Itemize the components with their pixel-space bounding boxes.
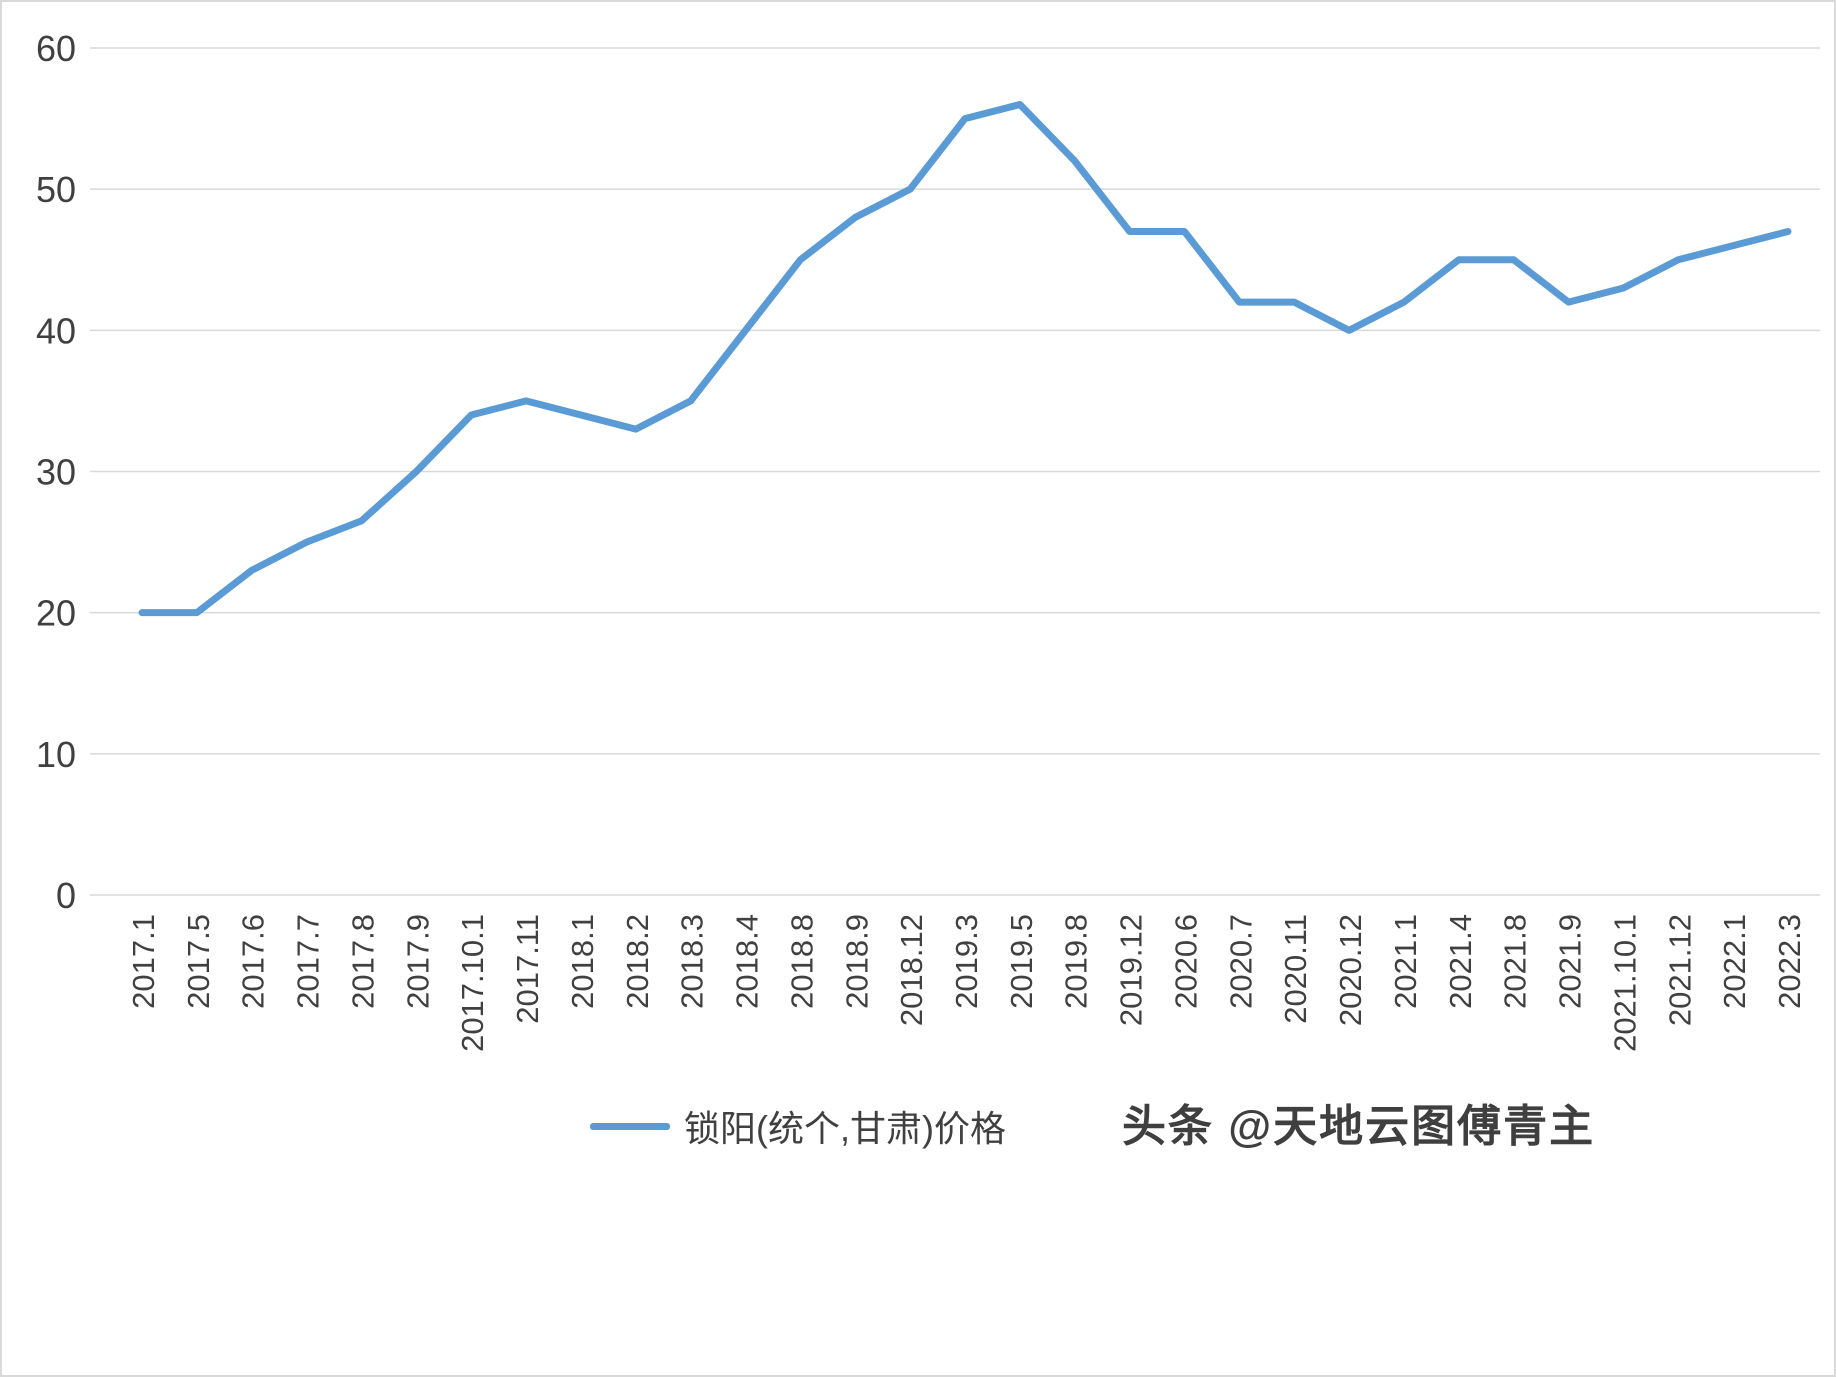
x-tick-label: 2018.8: [784, 914, 819, 1009]
x-tick-label: 2017.10.1: [455, 914, 490, 1052]
x-tick-label: 2019.5: [1004, 914, 1039, 1009]
y-tick-label: 40: [36, 310, 76, 351]
x-tick-label: 2018.9: [839, 914, 874, 1009]
x-tick-label: 2018.1: [565, 914, 600, 1009]
y-tick-label: 60: [36, 28, 76, 69]
x-tick-label: 2017.7: [291, 914, 326, 1009]
x-tick-label: 2017.11: [510, 914, 545, 1024]
x-tick-label: 2021.8: [1498, 914, 1533, 1009]
x-axis-labels: 2017.1 2017.5 2017.6 2017.7 2017.8 2017.9 2017…: [126, 914, 1807, 1052]
y-axis-labels: 0 10 20 30 40 50 60: [36, 28, 76, 916]
x-tick-label: 2021.12: [1662, 914, 1697, 1026]
x-tick-label: 2021.9: [1553, 914, 1588, 1009]
x-tick-label: 2019.3: [949, 914, 984, 1009]
x-tick-label: 2017.9: [400, 914, 435, 1009]
gridlines: [90, 47, 1820, 896]
x-tick-label: 2018.2: [620, 914, 655, 1009]
x-tick-label: 2018.12: [894, 914, 929, 1026]
x-tick-label: 2020.6: [1168, 914, 1203, 1009]
legend-line-swatch: [590, 1122, 670, 1130]
x-tick-label: 2017.8: [345, 914, 380, 1009]
x-tick-label: 2020.11: [1278, 914, 1313, 1024]
x-tick-label: 2018.3: [675, 914, 710, 1009]
x-tick-label: 2019.8: [1059, 914, 1094, 1009]
x-tick-label: 2021.4: [1443, 914, 1478, 1009]
x-tick-label: 2017.1: [126, 914, 161, 1009]
x-tick-label: 2020.12: [1333, 914, 1368, 1026]
x-tick-label: 2017.5: [181, 914, 216, 1009]
x-tick-label: 2020.7: [1223, 914, 1258, 1009]
chart-legend: 锁阳(统个,甘肃)价格: [590, 1100, 1006, 1152]
y-tick-label: 0: [56, 875, 76, 916]
x-tick-label: 2022.3: [1772, 914, 1807, 1009]
y-tick-label: 50: [36, 169, 76, 210]
watermark-text: 头条 @天地云图傅青主: [1122, 1102, 1596, 1151]
price-line: [138, 100, 1792, 617]
y-tick-label: 20: [36, 593, 76, 634]
x-tick-label: 2018.4: [730, 914, 765, 1009]
x-tick-label: 2022.1: [1717, 914, 1752, 1009]
x-tick-label: 2021.1: [1388, 914, 1423, 1009]
x-tick-label: 2019.12: [1114, 914, 1149, 1026]
y-tick-label: 30: [36, 452, 76, 493]
x-tick-label: 2017.6: [236, 914, 271, 1009]
legend-label: 锁阳(统个,甘肃)价格: [684, 1108, 1006, 1149]
x-tick-label: 2021.10.1: [1607, 914, 1642, 1052]
y-tick-label: 10: [36, 734, 76, 775]
